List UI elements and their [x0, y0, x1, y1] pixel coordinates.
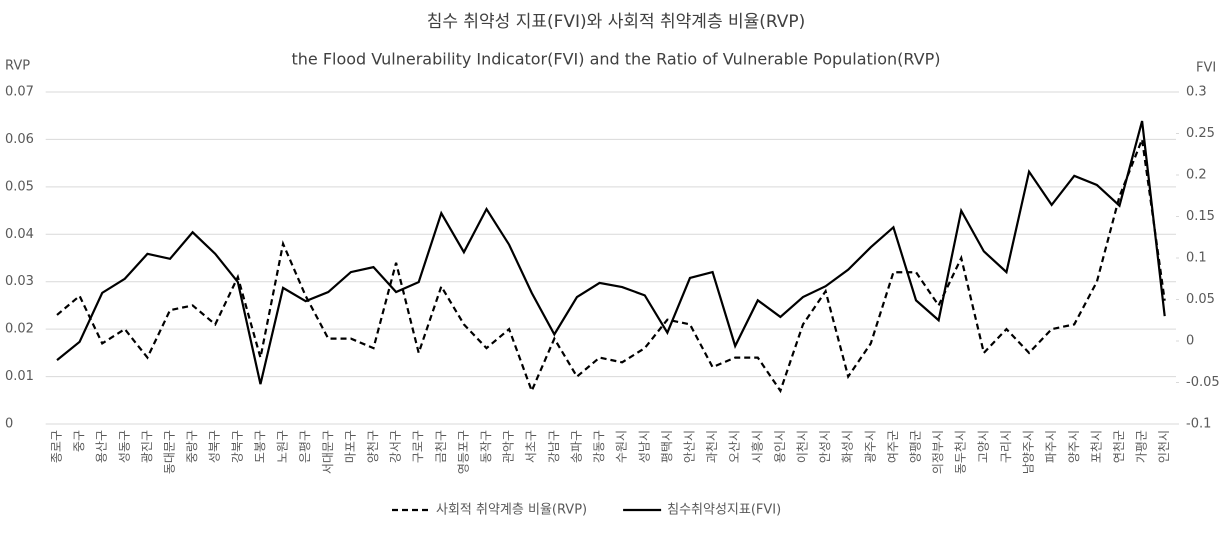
x-tick-label: 파주시 — [1044, 430, 1058, 463]
x-tick-label: 관악구 — [502, 430, 516, 463]
x-tick-label: 중구 — [72, 430, 86, 452]
x-tick-label: 화성시 — [841, 430, 855, 463]
x-tick-label: 이천시 — [795, 430, 810, 463]
chart-subtitle: the Flood Vulnerability Indicator(FVI) a… — [291, 50, 940, 69]
y-tick-label: 0.07 — [5, 85, 34, 100]
x-tick-label: 고양시 — [976, 430, 990, 463]
x-tick-label: 성남시 — [637, 430, 651, 463]
y2-tick-label: 0.3 — [1186, 85, 1207, 100]
data-line — [56, 120, 1166, 385]
y-tick-label: 0.04 — [5, 227, 34, 242]
x-tick-label: 가평군 — [1135, 430, 1149, 463]
x-tick-label: 양평군 — [909, 430, 923, 463]
x-tick-label: 서초구 — [524, 430, 538, 463]
x-tick-label: 동대문구 — [163, 430, 177, 474]
x-tick-label: 마포구 — [343, 430, 357, 463]
x-tick-label: 노원구 — [276, 430, 290, 463]
x-tick-label: 광진구 — [140, 430, 154, 463]
x-tick-label: 오산시 — [728, 430, 742, 463]
y2-tick-label: 0.05 — [1186, 292, 1215, 307]
x-tick-label: 동작구 — [479, 430, 493, 463]
y2-tick-label: -0.1 — [1186, 417, 1211, 432]
x-tick-label: 수원시 — [615, 430, 629, 463]
x-tick-label: 인천시 — [1156, 430, 1171, 463]
x-tick-label: 남양주시 — [1022, 430, 1036, 474]
y-tick-label: 0.06 — [5, 132, 34, 147]
legend-label: 사회적 취약계층 비율(RVP) — [436, 503, 587, 518]
y2-axis-label: FVI — [1196, 61, 1216, 76]
x-tick-label: 서대문구 — [321, 430, 335, 474]
x-tick-label: 구로구 — [411, 430, 425, 463]
x-tick-label: 송파구 — [569, 430, 583, 463]
y2-tick-label: 0.1 — [1186, 251, 1207, 266]
x-tick-label: 금천구 — [433, 430, 448, 463]
y-tick-label: 0.03 — [5, 274, 34, 289]
legend-label: 침수취약성지표(FVI) — [667, 503, 781, 518]
x-tick-label: 강남구 — [547, 430, 561, 463]
x-tick-label: 중랑구 — [185, 430, 199, 463]
x-tick-label: 강서구 — [389, 430, 403, 463]
x-tick-label: 구리시 — [999, 430, 1013, 463]
x-tick-label: 도봉구 — [253, 430, 267, 463]
y-tick-label: 0 — [5, 417, 13, 432]
x-tick-label: 용인시 — [773, 430, 787, 463]
y2-tick-label: 0 — [1186, 334, 1194, 349]
data-line — [56, 135, 1166, 394]
x-tick-label: 연천군 — [1111, 430, 1126, 463]
x-tick-label: 은평구 — [298, 430, 312, 463]
x-tick-label: 의정부시 — [931, 430, 945, 474]
x-tick-label: 평택시 — [660, 430, 674, 463]
x-tick-label: 안성시 — [818, 430, 832, 463]
y2-tick-label: 0.25 — [1186, 126, 1215, 141]
x-tick-label: 성북구 — [208, 430, 222, 463]
x-tick-label: 안산시 — [682, 430, 696, 463]
x-tick-label: 시흥시 — [750, 430, 764, 463]
x-tick-label: 포천시 — [1088, 430, 1103, 463]
x-tick-label: 양천구 — [365, 430, 380, 463]
y-tick-label: 0.02 — [5, 322, 34, 337]
x-tick-label: 성동구 — [117, 430, 131, 463]
x-tick-label: 여주군 — [886, 430, 900, 463]
y2-tick-label: 0.15 — [1186, 209, 1215, 224]
x-tick-label: 강북구 — [230, 430, 244, 463]
x-tick-label: 영등포구 — [456, 430, 470, 474]
y2-tick-label: -0.05 — [1186, 375, 1220, 390]
x-tick-label: 용산구 — [95, 430, 109, 463]
y2-tick-label: 0.2 — [1186, 168, 1207, 183]
x-tick-label: 광주시 — [863, 430, 877, 463]
chart-title: 침수 취약성 지표(FVI)와 사회적 취약계층 비율(RVP) — [427, 12, 806, 32]
x-tick-label: 과천시 — [704, 430, 719, 463]
x-tick-label: 양주시 — [1067, 430, 1081, 463]
x-tick-label: 강동구 — [592, 430, 606, 463]
y-axis-label: RVP — [5, 59, 30, 74]
x-tick-label: 동두천시 — [953, 430, 968, 474]
y-tick-label: 0.05 — [5, 179, 34, 194]
y-tick-label: 0.01 — [5, 369, 34, 384]
x-tick-label: 종로구 — [50, 430, 64, 463]
